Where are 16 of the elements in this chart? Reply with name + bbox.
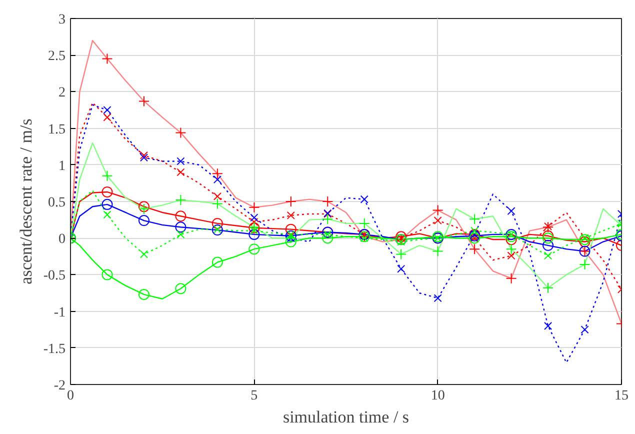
y-tick-label: -0.5	[43, 268, 66, 284]
y-tick-label: 3	[58, 12, 66, 28]
y-tick-label: 2.5	[48, 49, 66, 64]
y-tick-label: -2	[54, 378, 66, 394]
y-tick-label: 0	[58, 232, 66, 248]
y-tick-label: 1.5	[48, 122, 66, 138]
x-axis-title: simulation time / s	[282, 408, 410, 426]
y-tick-label: 1	[58, 158, 66, 174]
y-tick-label: -1.5	[43, 342, 66, 357]
y-axis-title: ascent/descent rate / m/s	[16, 118, 36, 284]
y-tick-label: 0.5	[48, 196, 66, 210]
y-tick-label: 2	[58, 86, 66, 101]
x-tick-label: 5	[250, 388, 258, 404]
x-tick-label: 10	[430, 388, 445, 404]
x-tick-label: 15	[614, 388, 628, 404]
y-tick-label: -1	[54, 305, 66, 320]
